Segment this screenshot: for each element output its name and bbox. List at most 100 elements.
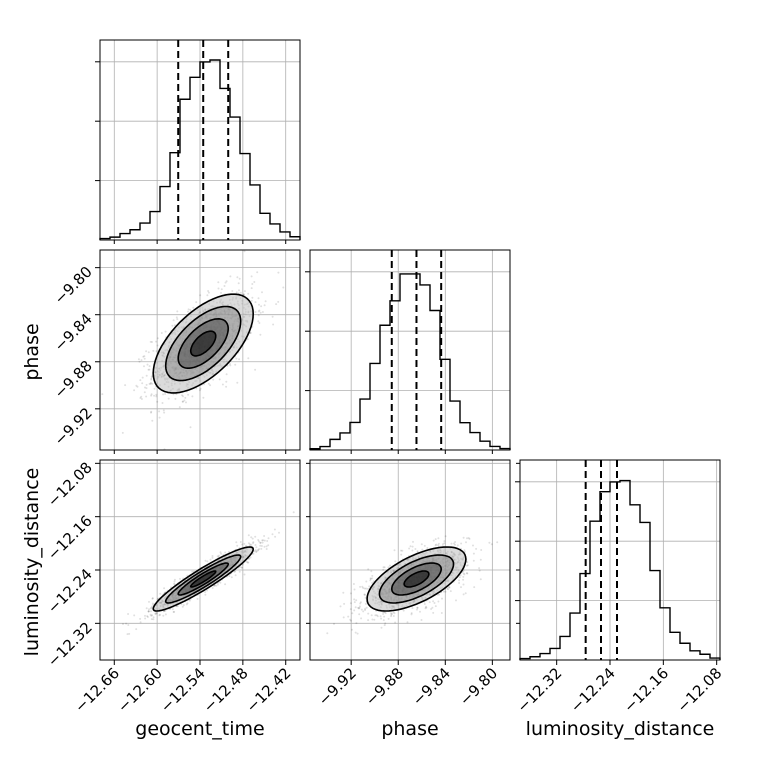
sample-point: [151, 597, 154, 600]
sample-point: [241, 566, 244, 569]
sample-point: [136, 385, 139, 388]
sample-point: [152, 616, 155, 619]
sample-point: [410, 612, 413, 615]
sample-point: [257, 297, 260, 300]
sample-point: [259, 333, 262, 336]
sample-point: [355, 622, 358, 625]
sample-point: [478, 569, 481, 572]
sample-point: [490, 543, 493, 546]
sample-point: [411, 607, 414, 610]
sample-point: [187, 393, 190, 396]
sample-point: [382, 566, 385, 569]
sample-point: [192, 306, 195, 309]
sample-point: [259, 544, 262, 547]
x-tick-label-luminosity_distance: −12.16: [620, 664, 672, 716]
sample-point: [449, 590, 452, 593]
sample-point: [277, 300, 280, 303]
sample-point: [228, 362, 231, 365]
sample-point: [447, 588, 450, 591]
sample-point: [151, 602, 154, 605]
sample-point: [364, 596, 367, 599]
sample-point: [237, 282, 240, 285]
sample-point: [155, 612, 157, 615]
sample-point: [236, 381, 239, 384]
sample-point: [172, 393, 175, 396]
sample-point: [261, 291, 263, 294]
sample-point: [472, 559, 475, 562]
sample-point: [259, 541, 262, 544]
sample-point: [254, 544, 257, 546]
sample-point: [409, 545, 412, 548]
sample-point: [204, 591, 207, 594]
sample-point: [151, 597, 154, 600]
sample-point: [231, 290, 234, 292]
sample-point: [264, 300, 267, 303]
sample-point: [271, 533, 274, 536]
sample-point: [181, 394, 183, 397]
sample-point: [465, 572, 468, 575]
sample-point: [444, 590, 447, 593]
sample-point: [126, 633, 129, 636]
sample-point: [454, 543, 456, 546]
sample-point: [220, 291, 222, 294]
sample-point: [455, 599, 457, 602]
sample-point: [458, 576, 461, 579]
sample-point: [257, 314, 260, 317]
sample-point: [143, 365, 145, 368]
sample-point: [466, 537, 468, 540]
sample-point: [393, 549, 396, 552]
contour-line: [152, 293, 255, 394]
sample-point: [371, 574, 374, 577]
sample-point: [352, 583, 355, 585]
sample-point: [277, 271, 280, 274]
x-tick-label-luminosity_distance: −12.32: [514, 664, 566, 716]
sample-point: [220, 552, 223, 555]
sample-point: [152, 349, 155, 352]
sample-point: [392, 615, 395, 617]
sample-point: [342, 616, 345, 619]
sample-point: [442, 590, 445, 593]
sample-point: [466, 564, 469, 567]
sample-point: [228, 575, 231, 578]
contour-line: [189, 330, 217, 357]
sample-point: [364, 609, 366, 611]
sample-point: [257, 320, 260, 323]
sample-point: [250, 275, 253, 278]
sample-point: [370, 570, 373, 573]
sample-point: [150, 618, 153, 621]
sample-point: [175, 316, 178, 319]
sample-point: [225, 280, 228, 283]
sample-point: [274, 535, 277, 538]
scatter-panel-geocent_time-phase: [99, 249, 301, 451]
sample-point: [416, 606, 419, 609]
histogram-step-phase: [309, 273, 511, 450]
plot-area: [310, 250, 510, 450]
sample-point: [173, 582, 176, 585]
sample-point: [353, 598, 356, 601]
sample-point: [357, 607, 360, 610]
sample-point: [144, 386, 146, 389]
sample-point: [253, 281, 256, 283]
sample-point: [473, 586, 476, 589]
sample-point: [443, 540, 446, 543]
sample-point: [437, 600, 440, 603]
sample-point: [151, 614, 154, 617]
sample-point: [145, 607, 148, 610]
sample-point: [204, 593, 207, 596]
sample-point: [184, 396, 187, 399]
sample-point: [149, 607, 152, 610]
sample-point: [213, 584, 216, 587]
sample-point: [434, 538, 437, 541]
sample-point: [375, 614, 378, 617]
sample-point: [343, 602, 346, 605]
sample-point: [195, 387, 198, 390]
sample-point: [251, 296, 254, 299]
sample-point: [263, 545, 266, 548]
sample-point: [250, 287, 253, 290]
sample-point: [458, 579, 461, 582]
sample-point: [357, 606, 360, 609]
sample-point: [349, 592, 352, 595]
sample-point: [138, 360, 141, 363]
sample-point: [209, 384, 212, 387]
sample-point: [387, 617, 390, 620]
